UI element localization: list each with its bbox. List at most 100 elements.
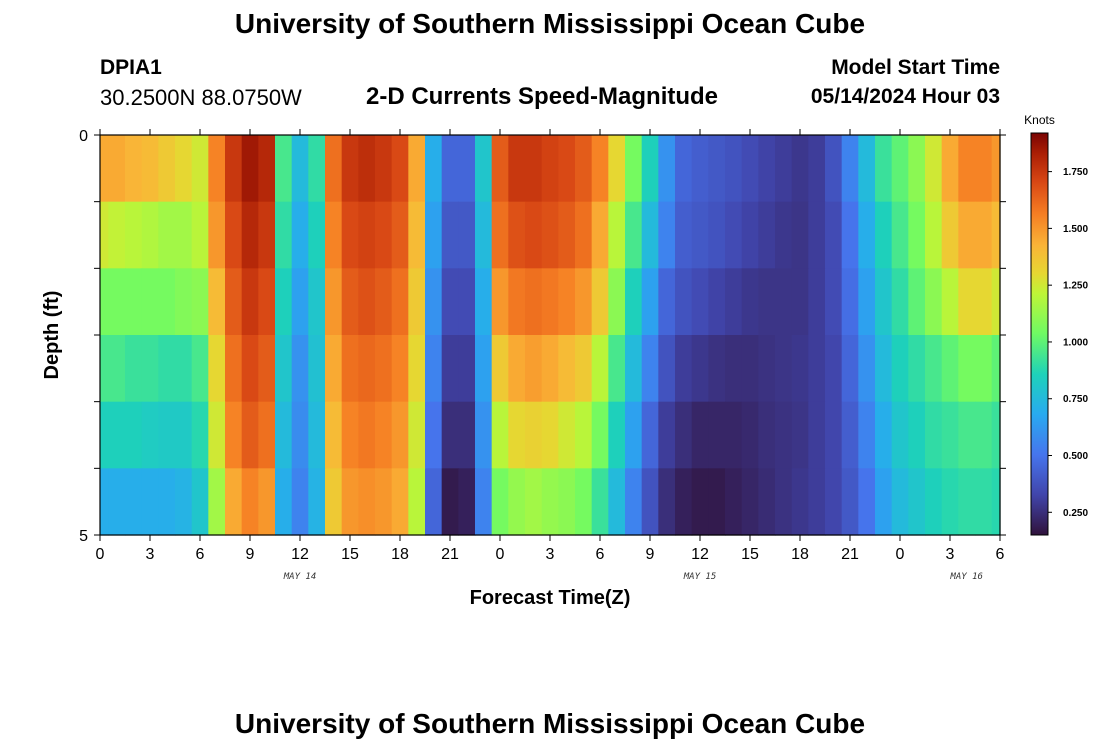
heatmap-cell: [141, 468, 159, 536]
heatmap-cell: [425, 468, 443, 536]
heatmap-cell: [208, 401, 226, 469]
heatmap-cell: [608, 335, 626, 403]
heatmap-cell: [741, 468, 759, 536]
heatmap-cell: [741, 201, 759, 269]
y-tick-label: 5: [79, 528, 88, 545]
heatmap-cell: [308, 135, 326, 203]
heatmap-cell: [100, 135, 109, 203]
heatmap-cell: [275, 135, 293, 203]
heatmap-cell: [725, 401, 743, 469]
heatmap-cell: [575, 268, 593, 336]
station-coordinates: 30.2500N 88.0750W: [100, 85, 302, 110]
heatmap-cell: [591, 135, 609, 203]
heatmap-cell: [675, 135, 693, 203]
heatmap-cell: [291, 268, 309, 336]
heatmap-cell: [775, 201, 793, 269]
heatmap-cell: [891, 401, 909, 469]
heatmap-cell: [941, 201, 959, 269]
heatmap-cell: [991, 201, 1001, 269]
heatmap-cell: [758, 335, 776, 403]
heatmap-cell: [775, 135, 793, 203]
heatmap-cell: [275, 268, 293, 336]
heatmap-cell: [641, 135, 659, 203]
colorbar-tick-label: 0.250: [1063, 508, 1088, 519]
heatmap-cell: [475, 268, 493, 336]
heatmap-cell: [875, 335, 893, 403]
heatmap-cell: [541, 268, 559, 336]
heatmap-cell: [158, 268, 176, 336]
heatmap-cell: [725, 201, 743, 269]
heatmap-cell: [108, 335, 126, 403]
heatmap-cell: [358, 401, 376, 469]
heatmap-cell: [991, 268, 1001, 336]
heatmap-cell: [975, 468, 993, 536]
heatmap-cell: [675, 335, 693, 403]
station-id: DPIA1: [100, 56, 162, 79]
heatmap-cell: [225, 135, 243, 203]
x-tick-label: 9: [646, 546, 655, 563]
heatmap-cell: [708, 401, 726, 469]
heatmap-cell: [575, 201, 593, 269]
heatmap-cell: [558, 335, 576, 403]
heatmap-cell: [225, 201, 243, 269]
heatmap-cell: [475, 401, 493, 469]
colorbar-ticks: 0.250 0.500 0.750 1.000 1.250 1.500 1.750: [1048, 167, 1088, 519]
colorbar-tick-label: 1.250: [1063, 281, 1088, 292]
heatmap-cell: [675, 268, 693, 336]
heatmap-cell: [341, 268, 359, 336]
heatmap-cell: [925, 201, 943, 269]
heatmap-cell: [775, 335, 793, 403]
heatmap-cell: [775, 268, 793, 336]
heatmap-cell: [625, 135, 643, 203]
heatmap-cell: [641, 201, 659, 269]
colorbar-unit: Knots: [1024, 113, 1055, 127]
heatmap-cell: [575, 335, 593, 403]
heatmap-cell: [908, 468, 926, 536]
heatmap-cell: [908, 201, 926, 269]
heatmap-cell: [258, 335, 276, 403]
heatmap-cell: [875, 201, 893, 269]
heatmap-cell: [125, 201, 143, 269]
heatmap-cell: [475, 135, 493, 203]
heatmap-cell: [475, 201, 493, 269]
heatmap-cell: [858, 401, 876, 469]
colorbar-tick-label: 1.750: [1063, 167, 1088, 178]
chart-title: University of Southern Mississippi Ocean…: [234, 8, 866, 39]
heatmap-cell: [491, 201, 509, 269]
heatmap-cell: [791, 135, 809, 203]
heatmap-cell: [108, 468, 126, 536]
heatmap-cell: [391, 401, 409, 469]
heatmap-cell: [191, 201, 209, 269]
heatmap-cells: [100, 135, 1001, 536]
heatmap-cell: [591, 201, 609, 269]
heatmap-cell: [558, 135, 576, 203]
date-label: MAY 15: [683, 572, 717, 582]
footer-title: University of Southern Mississippi Ocean…: [234, 708, 866, 739]
heatmap-cell: [841, 468, 859, 536]
heatmap-cell: [925, 335, 943, 403]
heatmap-cell: [858, 135, 876, 203]
heatmap-cell: [725, 335, 743, 403]
heatmap-cell: [525, 401, 543, 469]
heatmap-cell: [525, 135, 543, 203]
heatmap-cell: [291, 135, 309, 203]
heatmap-cell: [191, 468, 209, 536]
heatmap-cell: [508, 335, 526, 403]
heatmap-cell: [658, 401, 676, 469]
heatmap-cell: [325, 135, 343, 203]
heatmap-cell: [458, 135, 476, 203]
heatmap-cell: [100, 268, 109, 336]
heatmap-cell: [441, 201, 459, 269]
heatmap-cell: [825, 135, 843, 203]
heatmap-cell: [941, 401, 959, 469]
heatmap-cell: [841, 201, 859, 269]
heatmap-cell: [100, 401, 109, 469]
heatmap-cell: [491, 468, 509, 536]
heatmap-cell: [708, 268, 726, 336]
heatmap-cell: [625, 201, 643, 269]
heatmap-cell: [291, 468, 309, 536]
heatmap-cell: [791, 468, 809, 536]
heatmap-cell: [691, 401, 709, 469]
heatmap-cell: [691, 335, 709, 403]
heatmap-cell: [991, 335, 1001, 403]
